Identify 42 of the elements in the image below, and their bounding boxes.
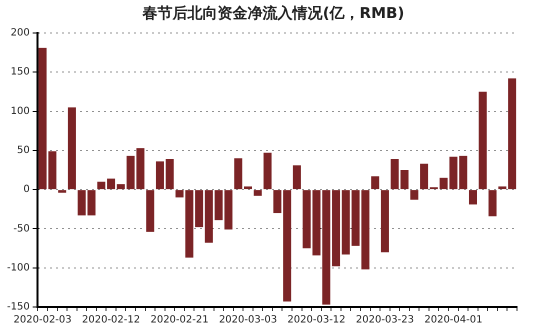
bar	[264, 152, 272, 190]
bar	[136, 148, 144, 190]
bar	[78, 190, 86, 216]
bar	[410, 190, 418, 200]
bar	[234, 158, 242, 190]
y-tick-label: -100	[6, 262, 30, 274]
y-tick-label: 50	[16, 145, 30, 156]
bar	[58, 190, 66, 193]
bar	[292, 165, 301, 190]
chart-title: 春节后北向资金净流入情况(亿，RMB)	[141, 4, 406, 23]
y-tick-label: 200	[10, 28, 30, 39]
x-tick-label: 2020-04-01	[424, 314, 482, 326]
bar	[478, 92, 487, 190]
bar	[176, 190, 184, 198]
bar	[468, 190, 477, 204]
bar	[224, 190, 232, 230]
x-tick-label: 2020-03-23	[356, 314, 414, 326]
x-tick-label: 2020-02-21	[150, 314, 209, 326]
y-tick-label: -150	[6, 302, 30, 313]
bar	[361, 190, 370, 270]
y-tick-label: -50	[13, 223, 30, 234]
bar	[146, 190, 154, 232]
x-tick-label: 2020-03-03	[218, 314, 278, 326]
x-tick-label: 2020-02-03	[14, 314, 72, 326]
bar	[380, 190, 389, 252]
y-tick-label: 100	[10, 106, 30, 117]
bar	[244, 186, 252, 190]
bar	[400, 170, 409, 190]
bar	[87, 190, 96, 216]
bar	[48, 151, 56, 190]
bar	[488, 190, 497, 216]
bar	[390, 159, 399, 190]
y-tick-label: 0	[23, 184, 30, 196]
x-tick-label: 2020-02-12	[82, 314, 140, 326]
bar	[68, 107, 76, 190]
x-tick-label: 2020-03-12	[287, 314, 346, 326]
bar	[254, 190, 262, 196]
bar	[38, 48, 47, 190]
y-tick-label: 150	[10, 66, 30, 78]
bar	[371, 176, 380, 190]
bar	[302, 190, 311, 248]
bar	[420, 164, 428, 190]
